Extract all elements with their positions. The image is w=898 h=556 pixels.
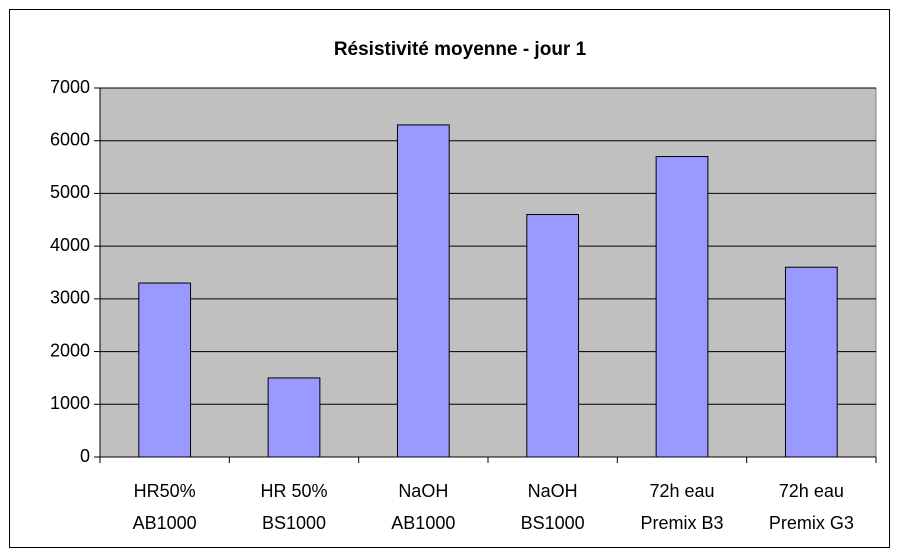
x-tick-label: BS1000	[521, 513, 585, 533]
y-tick-label: 2000	[50, 340, 90, 360]
x-tick-label: Premix G3	[769, 513, 854, 533]
x-tick-label: NaOH	[398, 481, 448, 501]
x-tick-label: Premix B3	[640, 513, 723, 533]
bar	[396, 124, 450, 458]
y-tick-label: 4000	[50, 235, 90, 255]
y-tick-label: 3000	[50, 288, 90, 308]
y-tick-label: 7000	[50, 77, 90, 97]
x-tick-label: HR50%	[134, 481, 196, 501]
plot-area	[99, 87, 877, 458]
bar	[526, 214, 580, 458]
bar	[138, 282, 192, 458]
bar	[655, 156, 709, 458]
x-tick-label: 72h eau	[779, 481, 844, 501]
x-tick-label: AB1000	[391, 513, 455, 533]
chart-title: Résistivité moyenne - jour 1	[334, 39, 587, 60]
y-tick-label: 0	[80, 446, 90, 466]
x-tick-label: HR 50%	[260, 481, 327, 501]
bar	[784, 266, 838, 458]
x-tick-label: AB1000	[133, 513, 197, 533]
x-tick-label: 72h eau	[649, 481, 714, 501]
y-tick-label: 5000	[50, 182, 90, 202]
x-tick-label: NaOH	[528, 481, 578, 501]
x-tick-label: BS1000	[262, 513, 326, 533]
bar	[267, 377, 321, 458]
y-tick-label: 6000	[50, 129, 90, 149]
y-tick-label: 1000	[50, 393, 90, 413]
